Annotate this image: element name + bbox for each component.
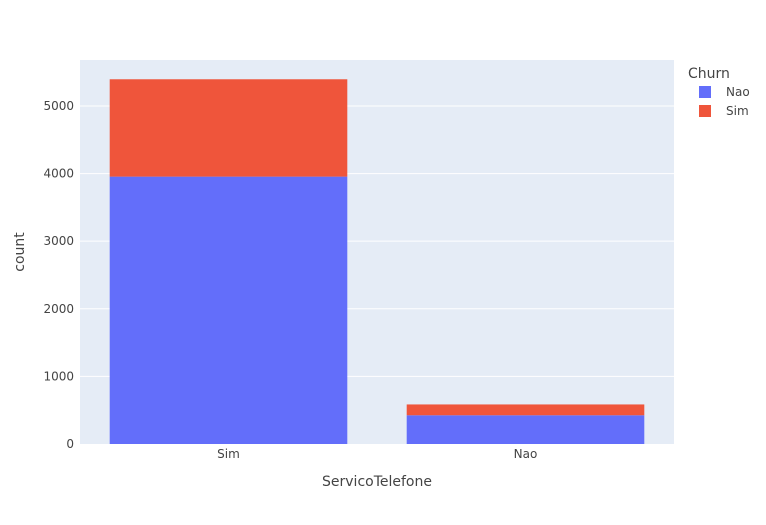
legend: Nao Sim: [699, 85, 750, 118]
bar-sim-sim: [109, 79, 348, 177]
y-tick-label: 2000: [43, 302, 74, 316]
x-tick-label: Nao: [514, 447, 538, 461]
bar-nao-sim: [406, 404, 645, 416]
legend-label-nao: Nao: [726, 85, 750, 99]
legend-swatch-sim: [699, 105, 711, 117]
y-tick-label: 4000: [43, 167, 74, 181]
y-tick-label: 0: [66, 437, 74, 451]
bars: [109, 79, 645, 444]
legend-title: Churn: [688, 66, 730, 82]
y-tick-labels: 0 1000 2000 3000 4000 5000: [43, 99, 74, 451]
y-tick-label: 5000: [43, 99, 74, 113]
x-axis-title: ServicoTelefone: [322, 474, 432, 490]
x-tick-label: Sim: [217, 447, 240, 461]
legend-label-sim: Sim: [726, 104, 749, 118]
y-tick-label: 3000: [43, 234, 74, 248]
x-tick-labels: Sim Nao: [217, 447, 537, 461]
legend-swatch-nao: [699, 86, 711, 98]
y-tick-label: 1000: [43, 369, 74, 383]
y-axis-title: count: [12, 232, 28, 272]
bar-nao-nao: [406, 415, 645, 444]
bar-sim-nao: [109, 176, 348, 444]
